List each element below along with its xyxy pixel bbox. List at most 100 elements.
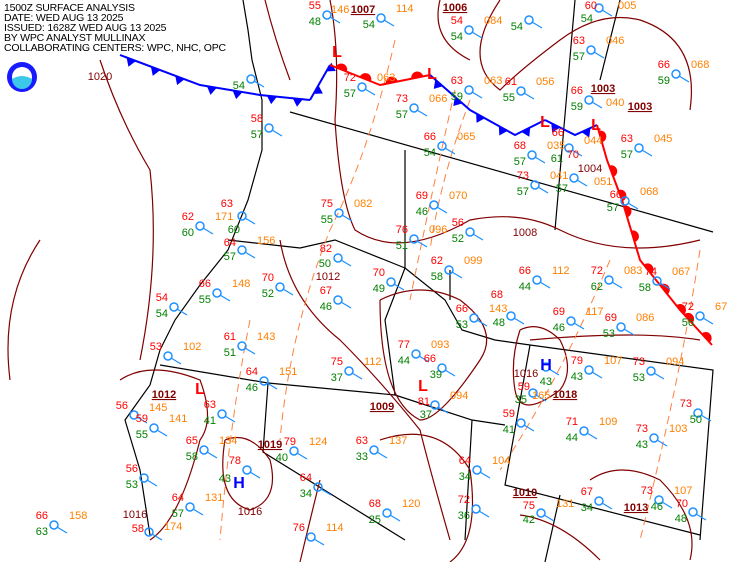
station-plot[interactable]: 63 59 063 [451, 75, 503, 103]
station-plot[interactable]: 73 57 066 [396, 93, 448, 121]
station-dew: 55 [136, 429, 148, 441]
station-pres: 044 [584, 135, 602, 147]
station-plot[interactable]: 64 57 131 [172, 492, 224, 520]
station-plot[interactable]: 64 57 156 [224, 235, 276, 263]
station-plot[interactable]: 66 44 112 [519, 265, 570, 293]
station-plot[interactable]: 72 56 67 [682, 301, 728, 329]
station-plot[interactable]: 79 43 107 [571, 355, 623, 383]
station-plot[interactable]: 69 53 086 [603, 312, 655, 340]
station-pres: 068 [691, 59, 709, 71]
station-plot[interactable]: 79 40 124 [276, 436, 328, 464]
station-plot[interactable]: 72 57 063 [344, 72, 396, 100]
station-plot[interactable]: 55 48 146 [309, 0, 350, 28]
station-plot[interactable]: 78 43 [219, 455, 261, 485]
station-plot[interactable]: 54 54 084 [451, 15, 503, 43]
station-pres: 051 [594, 176, 612, 188]
station-plot[interactable]: 64 46 151 [246, 366, 298, 394]
station-plot[interactable]: 54 [511, 15, 543, 33]
station-plot[interactable]: 53 102 [150, 341, 202, 365]
station-plot[interactable]: 75 37 112 [331, 356, 382, 384]
station-plot[interactable]: 56 145 [116, 400, 168, 424]
station-plot[interactable]: 66 61 044 [551, 127, 603, 165]
station-plot[interactable]: 64 34 104 [459, 455, 511, 483]
station-plot[interactable]: 54 [233, 74, 265, 92]
station-plot[interactable]: 69 46 117 [553, 306, 604, 334]
station-plot[interactable]: 62 60 171 [182, 211, 234, 239]
station-plot[interactable]: 73 46 107 [641, 485, 693, 513]
cold-front-triangle [551, 123, 561, 133]
trough-line [639, 249, 701, 541]
wind-barb-icon [571, 149, 583, 157]
station-plot[interactable]: 66 53 143 [456, 303, 508, 331]
station-circle-icon [357, 82, 367, 92]
station-plot[interactable]: 68 48 [491, 289, 525, 329]
station-plot[interactable]: 68 57 035 [514, 140, 566, 168]
station-plot[interactable]: 76 114 [293, 522, 344, 546]
station-plot[interactable]: 75 42 131 [523, 498, 575, 526]
isobar-label: 1012 [316, 271, 340, 283]
station-plot[interactable]: 75 55 082 [321, 198, 373, 226]
state-borders [124, 0, 714, 562]
station-plot[interactable]: 74 58 067 [639, 266, 691, 294]
wind-barb-icon [444, 369, 456, 377]
station-plot[interactable]: 66 54 065 [424, 131, 476, 159]
station-circle-icon [527, 150, 537, 160]
station-circle-icon [411, 349, 421, 359]
station-dew: 54 [233, 80, 245, 92]
station-plot[interactable]: 76 51 096 [396, 224, 448, 252]
station-plot[interactable]: 63 57 046 [573, 35, 625, 63]
station-plot[interactable]: 63 33 137 [356, 435, 408, 463]
wind-barb-icon [219, 294, 231, 302]
station-plot[interactable]: 62 58 099 [431, 255, 483, 283]
station-plot[interactable]: 63 60 [221, 198, 256, 236]
border-line [599, 0, 621, 81]
station-plot[interactable]: 72 62 083 [591, 265, 643, 293]
station-plot[interactable]: 58 174 [132, 521, 183, 541]
station-plot[interactable]: 61 55 056 [503, 76, 555, 104]
station-plot[interactable]: 65 58 134 [186, 435, 238, 463]
wind-barb-icon [393, 283, 405, 291]
wind-barb-icon [376, 451, 388, 459]
station-plot[interactable]: 71 44 109 [566, 416, 618, 444]
station-plot[interactable]: 63 57 045 [621, 133, 673, 161]
station-plot[interactable]: 73 43 103 [636, 423, 688, 451]
station-plot[interactable]: 69 46 070 [416, 190, 468, 218]
station-plot[interactable]: 66 55 148 [199, 278, 251, 306]
station-plot[interactable]: 66 63 158 [36, 510, 88, 538]
station-pres: 056 [536, 76, 554, 88]
station-plot[interactable]: 70 57 051 [556, 149, 613, 195]
station-plot[interactable]: 43 [540, 362, 560, 388]
station-plot[interactable]: 73 53 094 [633, 356, 685, 384]
station-plot[interactable]: 77 44 093 [398, 339, 450, 367]
station-plot[interactable]: 68 25 120 [369, 498, 421, 526]
wind-barb-icon [548, 368, 560, 376]
station-plot[interactable]: 59 55 141 [136, 413, 188, 441]
station-plot[interactable]: 66 59 068 [658, 59, 710, 87]
station-plot[interactable]: 66 59 040 [571, 85, 625, 113]
station-plot[interactable]: 61 51 143 [224, 331, 276, 359]
isobar-label: 1008 [513, 227, 537, 239]
station-plot[interactable]: 54 114 [363, 3, 414, 31]
station-dew: 52 [452, 233, 464, 245]
